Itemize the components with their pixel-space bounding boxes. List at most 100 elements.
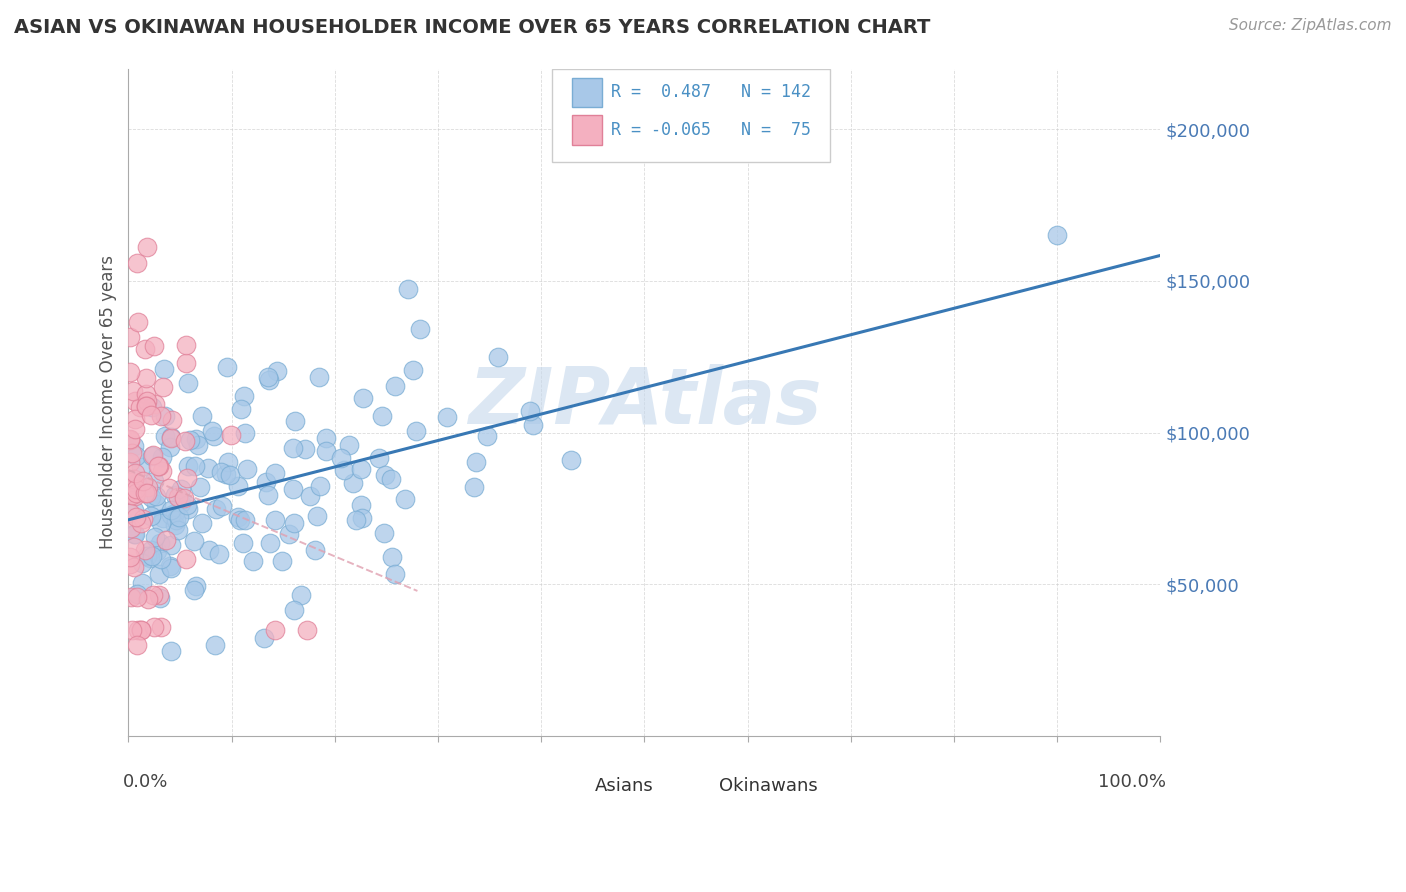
Point [475, 429, 498, 443]
Text: 0.0%: 0.0% [124, 773, 169, 791]
Point [125, 475, 148, 490]
Point [118, 330, 141, 344]
Point [120, 475, 142, 490]
Point [371, 409, 394, 424]
Point [465, 454, 488, 468]
Text: ASIAN VS OKINAWAN HOUSEHOLDER INCOME OVER 65 YEARS CORRELATION CHART: ASIAN VS OKINAWAN HOUSEHOLDER INCOME OVE… [14, 18, 931, 37]
Point [129, 516, 152, 530]
Point [160, 430, 183, 444]
Point [209, 465, 232, 479]
Point [233, 513, 256, 527]
Point [142, 448, 165, 462]
Point [153, 361, 176, 376]
Point [121, 445, 143, 459]
Point [124, 394, 146, 409]
Point [242, 554, 264, 568]
Point [141, 490, 163, 504]
Text: ZIPAtlas: ZIPAtlas [468, 364, 821, 441]
Point [143, 474, 166, 488]
Point [124, 421, 146, 435]
Point [229, 513, 252, 527]
Point [179, 433, 201, 447]
Point [149, 536, 172, 550]
Point [136, 480, 159, 494]
Point [135, 486, 157, 500]
Point [124, 472, 146, 486]
Point [297, 623, 319, 637]
Point [150, 450, 173, 464]
Point [146, 544, 169, 558]
Point [352, 511, 374, 525]
Point [519, 404, 541, 418]
FancyBboxPatch shape [551, 69, 830, 162]
Point [149, 516, 172, 530]
Point [304, 543, 326, 558]
Point [129, 623, 152, 637]
Point [136, 591, 159, 606]
Point [131, 576, 153, 591]
Point [233, 389, 256, 403]
Point [131, 556, 153, 570]
Point [290, 588, 312, 602]
Point [486, 350, 509, 364]
Point [127, 623, 149, 637]
Point [141, 549, 163, 564]
Point [174, 338, 197, 352]
Point [257, 488, 280, 502]
Point [134, 543, 156, 558]
Point [191, 516, 214, 530]
Point [307, 509, 329, 524]
Point [463, 480, 485, 494]
Point [394, 492, 416, 507]
Point [233, 426, 256, 441]
Text: Asians: Asians [595, 777, 654, 796]
Point [124, 490, 146, 504]
Point [135, 371, 157, 385]
Y-axis label: Householder Income Over 65 years: Householder Income Over 65 years [100, 255, 117, 549]
Point [125, 449, 148, 463]
Point [308, 370, 330, 384]
Point [124, 412, 146, 426]
Point [309, 479, 332, 493]
Point [259, 373, 281, 387]
Point [1046, 228, 1069, 243]
Point [174, 552, 197, 566]
Point [121, 623, 143, 637]
Point [159, 561, 181, 575]
Point [436, 409, 458, 424]
Point [283, 603, 305, 617]
Point [188, 480, 211, 494]
Point [167, 523, 190, 537]
Point [211, 500, 233, 514]
Point [170, 496, 193, 510]
Point [259, 536, 281, 550]
Point [315, 431, 337, 445]
FancyBboxPatch shape [683, 777, 714, 797]
Point [201, 424, 224, 438]
Point [226, 510, 249, 524]
Point [149, 591, 172, 605]
Point [120, 432, 142, 446]
Text: R =  0.487   N = 142: R = 0.487 N = 142 [612, 83, 811, 102]
Point [405, 424, 427, 438]
Point [202, 429, 225, 443]
Point [160, 508, 183, 523]
Point [263, 623, 285, 637]
Point [145, 497, 167, 511]
Point [167, 490, 190, 504]
Text: Okinawans: Okinawans [718, 777, 817, 796]
Point [141, 400, 163, 414]
Point [122, 502, 145, 516]
Point [170, 483, 193, 497]
Point [136, 549, 159, 563]
Point [187, 438, 209, 452]
Point [143, 530, 166, 544]
Point [145, 489, 167, 503]
Point [143, 397, 166, 411]
Point [163, 507, 186, 521]
Point [165, 513, 187, 527]
Point [159, 440, 181, 454]
Point [141, 408, 163, 422]
Point [122, 560, 145, 574]
Point [125, 510, 148, 524]
